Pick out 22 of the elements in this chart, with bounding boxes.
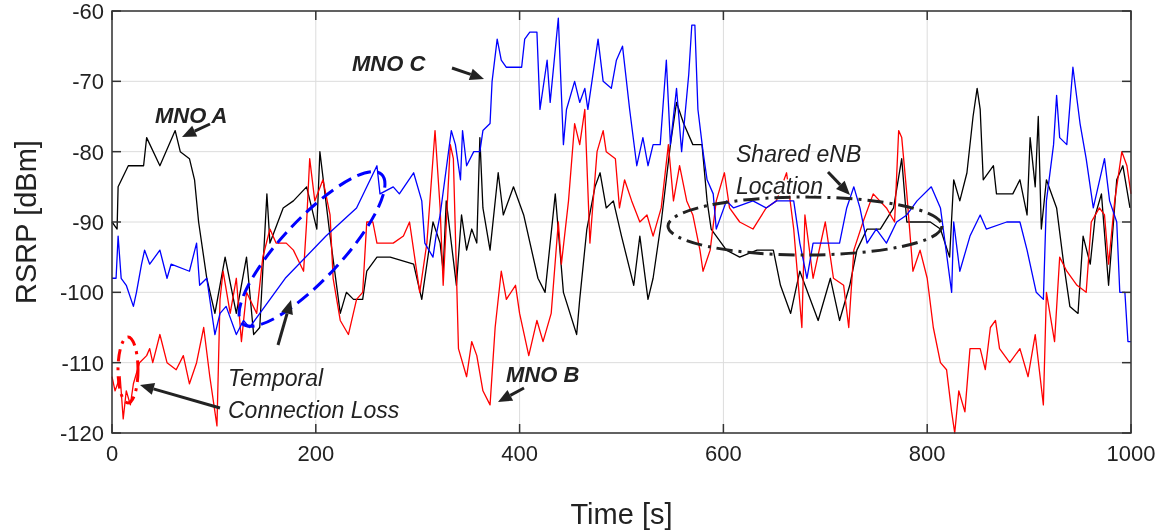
- x-tick-label: 600: [705, 441, 742, 466]
- line-series: [111, 17, 1132, 343]
- y-tick-label: -120: [59, 421, 104, 446]
- series-label: MNO B: [506, 362, 580, 387]
- x-axis-title: Time [s]: [570, 498, 673, 530]
- y-tick-label: -80: [72, 139, 104, 165]
- annotation: Temporal Connection Loss: [228, 365, 400, 423]
- x-tick-label: 400: [501, 441, 538, 466]
- line-series: [111, 87, 1131, 336]
- y-tick-label: -110: [61, 350, 104, 376]
- line-series: [111, 108, 1132, 434]
- y-tick-label: -60: [72, 0, 104, 24]
- y-axis-title: RSRP [dBm]: [10, 140, 42, 304]
- x-tick-label: 1000: [1106, 441, 1156, 466]
- series-label: MNO A: [155, 103, 228, 128]
- x-tick-label: 0: [105, 441, 119, 466]
- x-tick-label: 200: [297, 441, 335, 466]
- x-tick-label: 800: [908, 441, 946, 466]
- text: MNO C: [352, 51, 427, 76]
- y-tick-label: -70: [72, 69, 104, 95]
- y-tick-label: -90: [72, 210, 104, 235]
- y-tick-label: -100: [59, 280, 104, 306]
